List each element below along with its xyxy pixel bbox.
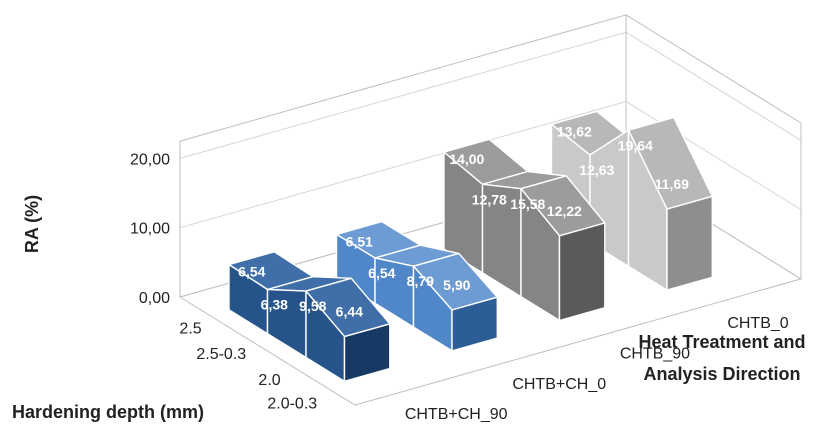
series-CHTB_90: 14,00 12,78 15,58 12,22: [443, 138, 606, 322]
data-label: 13,62: [557, 123, 592, 139]
data-label: 6,51: [346, 233, 373, 249]
y-axis-title: RA (%): [22, 195, 42, 253]
data-label: 9,58: [299, 298, 326, 314]
y-tick-label: 20,00: [130, 151, 170, 168]
data-label: 6,38: [261, 297, 288, 313]
gridline-back-1: [179, 101, 627, 229]
series-tick-label: CHTB_90: [620, 345, 690, 362]
tick-labels: 0,00 10,00 20,00 2.5 2.5-0.3 2.0 2.0-0.3 CHTB+C…: [130, 151, 789, 423]
data-label: 19,64: [618, 137, 653, 153]
x-tick-label: 2.0: [258, 372, 280, 389]
x-axis-title: Hardening depth (mm): [12, 402, 204, 422]
data-label: 11,69: [655, 176, 689, 192]
data-label: 8,79: [407, 273, 434, 289]
series-CHTB+CH_90: 6,54 6,38 9,58 6,44: [228, 251, 391, 382]
z-axis-title-line-2: Analysis Direction: [643, 364, 800, 384]
data-label: 6,54: [238, 264, 265, 280]
end-cap: [343, 323, 391, 382]
z-axis-title-line-1: Heat Treatment and: [638, 332, 805, 352]
y-tick-label: 0,00: [139, 290, 170, 307]
data-label: 12,63: [579, 162, 614, 178]
data-label: 12,22: [547, 203, 582, 219]
series-tick-label: CHTB+CH_90: [405, 406, 508, 423]
data-label: 14,00: [449, 151, 484, 167]
x-tick-label: 2.0-0.3: [267, 396, 317, 413]
data-label: 6,54: [368, 265, 395, 281]
end-cap: [451, 296, 498, 352]
data-label: 15,58: [510, 196, 545, 212]
series-tick-label: CHTB+CH_0: [512, 376, 606, 393]
wall-top-edge: [179, 14, 802, 142]
series-CHTB+CH_0: 6,51 6,54 8,79 5,90: [335, 220, 498, 352]
data-label: 12,78: [472, 191, 507, 207]
y-tick-label: 10,00: [130, 221, 170, 238]
data-label: 5,90: [443, 277, 470, 293]
x-tick-label: 2.5: [179, 320, 201, 337]
gridline-side-2: [625, 31, 802, 141]
gridline-back-2: [179, 31, 627, 159]
gridline-side-1: [625, 101, 802, 211]
end-cap: [666, 195, 713, 291]
data-label: 6,44: [336, 304, 363, 320]
end-cap: [558, 222, 606, 322]
x-tick-label: 2.5-0.3: [196, 346, 246, 363]
series-tick-label: CHTB_0: [727, 315, 788, 332]
